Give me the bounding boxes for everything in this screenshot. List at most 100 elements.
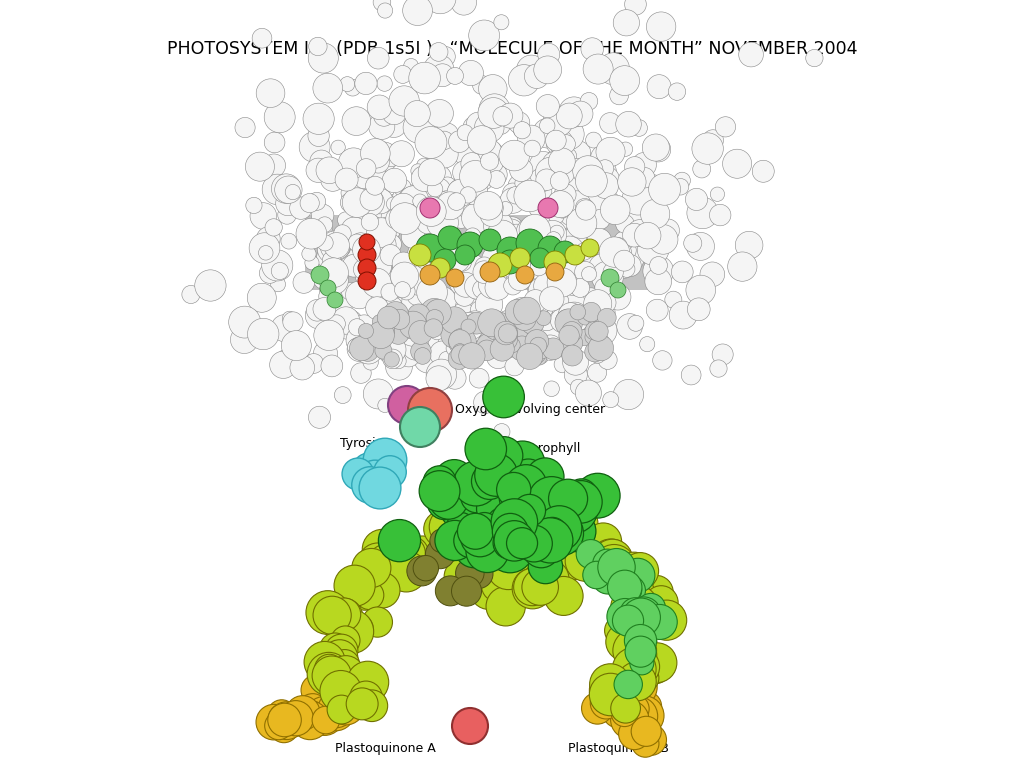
Circle shape [369,142,398,171]
Circle shape [457,124,473,141]
Circle shape [358,272,376,290]
Circle shape [318,287,337,306]
Circle shape [373,0,391,11]
Circle shape [423,466,457,499]
Circle shape [564,167,591,193]
Circle shape [311,204,334,227]
Circle shape [317,235,333,251]
Circle shape [377,306,399,329]
Circle shape [308,38,327,55]
Circle shape [330,650,359,679]
Circle shape [481,159,500,177]
Circle shape [397,315,428,346]
Circle shape [366,296,388,319]
Circle shape [622,601,659,639]
Circle shape [648,224,678,254]
Circle shape [439,346,465,372]
Circle shape [554,356,571,372]
Circle shape [312,656,351,695]
Circle shape [577,191,607,222]
Circle shape [412,197,433,219]
Circle shape [247,283,276,313]
Text: Plastoquinone B: Plastoquinone B [568,742,669,755]
Circle shape [591,144,617,171]
Circle shape [557,163,574,180]
Circle shape [529,168,553,192]
Circle shape [546,131,566,151]
Circle shape [467,126,497,154]
Circle shape [364,166,384,187]
Circle shape [328,598,360,631]
Circle shape [605,284,631,310]
Circle shape [479,94,510,125]
Circle shape [418,159,445,186]
Circle shape [429,507,469,547]
Circle shape [589,313,605,329]
Circle shape [454,461,499,506]
Circle shape [577,540,605,569]
Circle shape [375,343,392,359]
Circle shape [348,577,382,611]
Circle shape [419,471,460,511]
Circle shape [517,341,531,355]
Circle shape [710,204,731,226]
Circle shape [614,670,642,699]
Circle shape [540,324,565,349]
Circle shape [459,285,485,312]
Circle shape [474,113,504,143]
Circle shape [627,597,660,631]
Circle shape [522,531,560,568]
Circle shape [419,262,435,278]
Circle shape [630,664,658,692]
Circle shape [414,343,443,373]
Circle shape [421,248,452,280]
Circle shape [450,325,479,354]
Circle shape [590,671,628,710]
Circle shape [674,172,690,189]
Circle shape [392,542,429,579]
Circle shape [317,220,333,235]
Circle shape [634,167,654,188]
Circle shape [508,175,529,197]
Circle shape [307,662,347,702]
Circle shape [249,233,280,263]
Circle shape [472,341,486,356]
Circle shape [326,598,362,635]
Circle shape [522,501,567,545]
Circle shape [621,694,649,723]
Circle shape [585,523,622,560]
Circle shape [565,245,585,265]
Circle shape [417,158,431,173]
Circle shape [366,253,386,274]
Circle shape [589,253,617,283]
Circle shape [597,270,612,286]
Circle shape [621,558,655,592]
Circle shape [416,234,444,262]
Circle shape [428,243,453,269]
Circle shape [382,168,407,193]
Circle shape [645,268,672,295]
Circle shape [368,231,396,259]
Circle shape [613,250,635,271]
Circle shape [555,310,579,333]
Circle shape [652,351,672,370]
Circle shape [520,310,545,334]
Circle shape [738,42,764,67]
Circle shape [385,297,402,315]
Circle shape [195,270,226,301]
Circle shape [349,681,382,713]
Circle shape [318,690,355,728]
Circle shape [347,339,364,355]
Circle shape [494,424,510,440]
Circle shape [393,179,412,197]
Circle shape [586,158,605,178]
Circle shape [357,186,377,207]
Circle shape [686,275,716,305]
Circle shape [293,272,314,293]
Circle shape [362,206,393,237]
Circle shape [392,252,415,275]
Circle shape [512,482,560,530]
Circle shape [506,468,539,501]
Circle shape [518,571,550,604]
Circle shape [516,266,534,284]
